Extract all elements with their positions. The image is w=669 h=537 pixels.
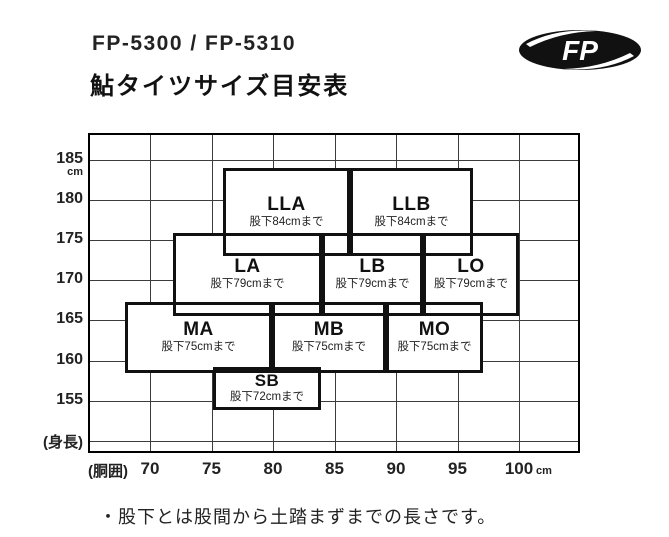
size-box-sublabel: 股下84cmまで — [374, 215, 449, 228]
page-title: 鮎タイツサイズ目安表 — [90, 73, 350, 100]
x-tick-label: 100 — [504, 459, 534, 478]
size-box-sublabel: 股下75cmまで — [291, 341, 367, 354]
size-box-LA: LA 股下79cmまで — [173, 233, 322, 316]
y-tick-label: 175 — [56, 230, 83, 247]
size-box-SB: SB 股下72cmまで — [213, 367, 321, 410]
size-box-label: LO — [457, 256, 485, 278]
y-tick-label: 165 — [56, 310, 83, 327]
size-box-fill-SB — [213, 367, 321, 410]
x-tick-label: 85 — [325, 459, 344, 478]
size-box-sublabel: 股下84cmまで — [249, 215, 324, 228]
grid-vline — [150, 135, 151, 451]
grid-hline — [90, 159, 578, 161]
size-box-MB: MB 股下75cmまで — [272, 302, 386, 373]
x-tick-label: 70 — [140, 459, 160, 478]
x-tick-label: 90 — [386, 459, 406, 478]
size-box-sublabel: 股下79cmまで — [335, 278, 410, 291]
y-tick-label: 160 — [56, 350, 83, 368]
grid-hline — [90, 400, 578, 402]
size-box-label: MB — [313, 319, 345, 341]
size-box-LO: LO 股下79cmまで — [423, 233, 519, 316]
x-tick-label: 95 — [448, 459, 467, 478]
x-axis-unit: cm — [536, 465, 552, 477]
size-box-label: SB — [254, 371, 280, 391]
x-tick-label: 75 — [202, 459, 221, 478]
x-tick-label: 80 — [263, 459, 283, 478]
y-tick-label: 170 — [56, 270, 83, 287]
y-tick-label: 185 — [56, 149, 83, 167]
size-box-label: LB — [359, 256, 386, 278]
size-box-LLB: LLB 股下84cmまで — [350, 168, 473, 256]
footnote: ・股下とは股間から土踏まずまでの長さです。 — [99, 507, 497, 527]
logo-text: FP — [562, 35, 598, 66]
grid-vline — [519, 135, 520, 451]
x-axis-title: (胴囲) — [88, 463, 128, 480]
fp-brand-logo-icon: FP — [519, 30, 641, 70]
size-box-label: LLA — [267, 193, 306, 215]
y-axis-unit: cm — [67, 166, 83, 178]
size-box-LLA: LLA 股下84cmまで — [223, 168, 350, 256]
size-box-MO: MO 股下75cmまで — [386, 302, 483, 373]
size-box-sublabel: 股下72cmまで — [229, 391, 305, 404]
y-tick-label: 180 — [56, 189, 83, 207]
size-box-LB: LB 股下79cmまで — [322, 233, 423, 316]
size-box-label: MO — [418, 319, 451, 341]
size-box-label: LA — [234, 256, 261, 278]
size-box-sublabel: 股下75cmまで — [397, 341, 472, 354]
size-box-sublabel: 股下79cmまで — [433, 278, 509, 291]
model-title: FP-5300 / FP-5310 — [92, 32, 297, 55]
size-box-label: MA — [183, 319, 214, 341]
size-box-sublabel: 股下79cmまで — [210, 278, 285, 291]
size-box-label: LLB — [392, 193, 431, 215]
size-box-sublabel: 股下75cmまで — [161, 341, 236, 354]
grid-hline — [90, 441, 578, 442]
y-tick-label: 155 — [56, 390, 83, 408]
size-box-MA: MA 股下75cmまで — [125, 302, 272, 373]
y-axis-title: (身長) — [43, 434, 83, 451]
